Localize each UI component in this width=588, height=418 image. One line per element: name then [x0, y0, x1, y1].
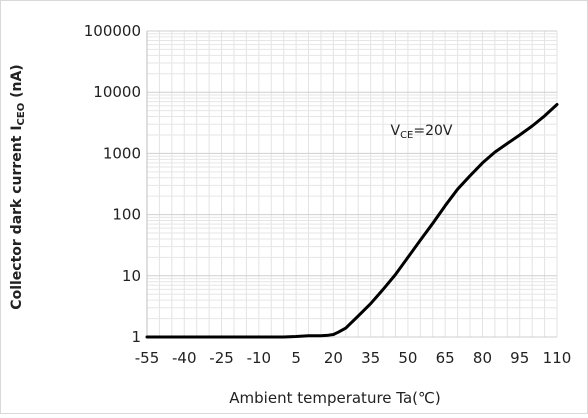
x-tick-label: -40	[172, 349, 197, 367]
x-tick-label: -55	[135, 349, 160, 367]
y-axis-title: Collector dark current ICEO (nA)	[9, 64, 27, 309]
y-tick-label: 1000	[103, 144, 141, 162]
x-tick-label: -25	[209, 349, 234, 367]
annotation-value: =20V	[413, 123, 453, 139]
minor-grid	[146, 31, 558, 337]
x-axis-title: Ambient temperature Ta(℃)	[229, 389, 440, 407]
y-tick-labels: 1 10 100 1000 10000 100000	[84, 22, 141, 346]
y-tick-label: 10000	[93, 83, 141, 101]
x-tick-label: 95	[510, 349, 529, 367]
x-tick-label: 65	[436, 349, 455, 367]
x-tick-label: 5	[291, 349, 301, 367]
x-tick-labels: -55 -40 -25 -10 5 20 35 50 65 80 95 110	[135, 349, 572, 367]
series-group	[145, 103, 559, 339]
y-tick-label: 1	[131, 328, 141, 346]
y-tick-label: 100	[112, 206, 141, 224]
y-tick-label: 100000	[84, 22, 141, 40]
x-tick-label: 35	[361, 349, 380, 367]
y-axis-title-sub: CEO	[16, 103, 27, 126]
major-grid	[146, 30, 557, 338]
x-tick-label: 20	[324, 349, 343, 367]
x-tick-label: 80	[473, 349, 492, 367]
x-tick-label: 110	[543, 349, 572, 367]
annotation-sub: CE	[400, 130, 413, 141]
y-tick-label: 10	[122, 267, 141, 285]
series-line	[145, 103, 559, 339]
x-tick-label: 50	[398, 349, 417, 367]
y-axis-title-main: Collector dark current I	[9, 125, 25, 309]
y-axis-title-unit: (nA)	[9, 64, 25, 102]
annotation-vce: VCE=20V	[391, 123, 453, 141]
x-tick-label: -10	[247, 349, 272, 367]
annotation-main: V	[391, 123, 401, 139]
